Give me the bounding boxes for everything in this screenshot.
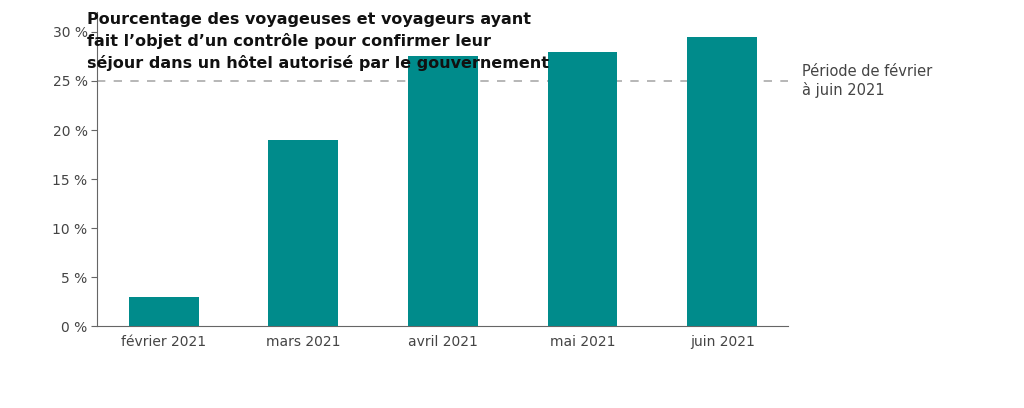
Bar xyxy=(268,140,338,326)
Bar xyxy=(129,297,199,326)
Text: Période de février
à juin 2021: Période de février à juin 2021 xyxy=(803,64,933,98)
Bar xyxy=(548,51,617,326)
Text: Pourcentage des voyageuses et voyageurs ayant
fait l’objet d’un contrôle pour co: Pourcentage des voyageuses et voyageurs … xyxy=(87,12,549,71)
Bar xyxy=(687,37,757,326)
Bar xyxy=(408,56,478,326)
